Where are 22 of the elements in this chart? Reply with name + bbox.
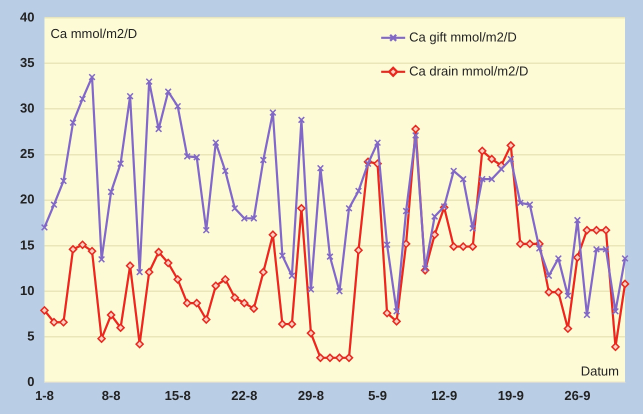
x-tick-label: 19-9 [498,388,524,403]
legend-label: Ca gift mmol/m2/D [409,29,517,44]
x-tick-label: 12-9 [431,388,458,403]
legend-label: Ca drain mmol/m2/D [409,63,528,78]
x-tick-label: 26-9 [564,388,590,403]
y-tick-label: 35 [20,54,34,70]
y-tick-label: 15 [20,237,34,252]
y-tick-label: 0 [27,374,34,389]
y-tick-label: 30 [20,100,34,116]
x-tick-label: 15-8 [164,388,191,403]
y-tick-label: 40 [20,9,34,24]
x-tick-label: 22-8 [231,388,258,403]
y-tick-label: 25 [20,146,34,162]
x-axis-title: Datum [580,363,619,378]
y-axis-title: Ca mmol/m2/D [50,26,138,41]
y-tick-label: 10 [20,282,34,298]
y-tick-label: 20 [20,192,34,207]
x-tick-label: 8-8 [102,388,120,403]
y-tick-label: 5 [27,328,34,344]
x-tick-label: 29-8 [298,388,324,403]
x-tick-label: 1-8 [35,388,54,403]
x-tick-label: 5-9 [368,388,387,403]
